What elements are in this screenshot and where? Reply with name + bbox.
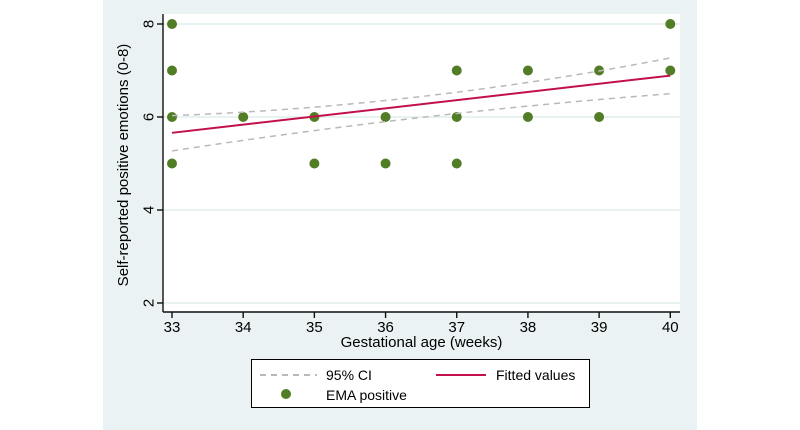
- x-axis-label: Gestational age (weeks): [340, 334, 503, 351]
- legend-label-ema: EMA positive: [326, 387, 407, 403]
- data-point: [167, 112, 177, 122]
- plot-region: [163, 14, 680, 312]
- y-tick-labels: 2 4 6 8: [141, 20, 163, 307]
- x-tick-label: 36: [377, 319, 394, 336]
- ci-lower-line: [171, 93, 671, 152]
- data-point: [167, 65, 177, 76]
- data-point: [451, 158, 462, 169]
- ci-dashed-line-swatch: [260, 374, 317, 376]
- data-point: [380, 158, 391, 169]
- x-tick-labels: 33 34 35 36 37 38 39 40: [164, 312, 679, 336]
- scatter-plot: 2 4 6 8 33 34 35 36 37 38 39 40: [141, 14, 680, 336]
- data-point: [665, 65, 676, 76]
- scatter-points: [167, 19, 676, 169]
- data-point: [309, 158, 320, 169]
- legend-label-ci: 95% CI: [326, 367, 372, 383]
- data-point: [167, 19, 177, 29]
- y-tick-label: 2: [141, 299, 158, 307]
- legend-label-fitted: Fitted values: [496, 367, 576, 383]
- data-point: [451, 112, 462, 122]
- y-tick-label: 8: [141, 20, 158, 28]
- fitted-line: [171, 74, 671, 134]
- fitted-line-swatch: [436, 374, 486, 376]
- ci-band-outlines: [171, 57, 671, 152]
- data-point: [522, 65, 533, 76]
- x-tick-label: 33: [164, 319, 181, 336]
- gridlines: [163, 23, 680, 304]
- data-point: [522, 112, 533, 122]
- y-axis-label: Self-reported positive emotions (0-8): [115, 43, 132, 287]
- data-point: [167, 158, 177, 169]
- x-tick-label: 37: [448, 319, 465, 336]
- x-tick-label: 34: [235, 319, 252, 336]
- data-point: [665, 19, 676, 29]
- y-tick-label: 4: [141, 206, 158, 214]
- data-point: [451, 65, 462, 76]
- x-tick-label: 40: [662, 319, 679, 336]
- graph-area: 2 4 6 8 33 34 35 36 37 38 39 40 Self-reported posit…: [103, 0, 697, 430]
- ema-marker-swatch: [281, 389, 291, 399]
- y-tick-label: 6: [141, 113, 158, 121]
- x-tick-label: 38: [520, 319, 537, 336]
- data-point: [238, 112, 249, 122]
- ci-upper-line: [171, 57, 671, 117]
- axes: [162, 14, 680, 313]
- x-tick-label: 35: [306, 319, 323, 336]
- legend: 95% CI Fitted values EMA positive: [251, 359, 590, 408]
- data-point: [594, 112, 605, 122]
- x-tick-label: 39: [591, 319, 608, 336]
- data-point: [380, 112, 391, 122]
